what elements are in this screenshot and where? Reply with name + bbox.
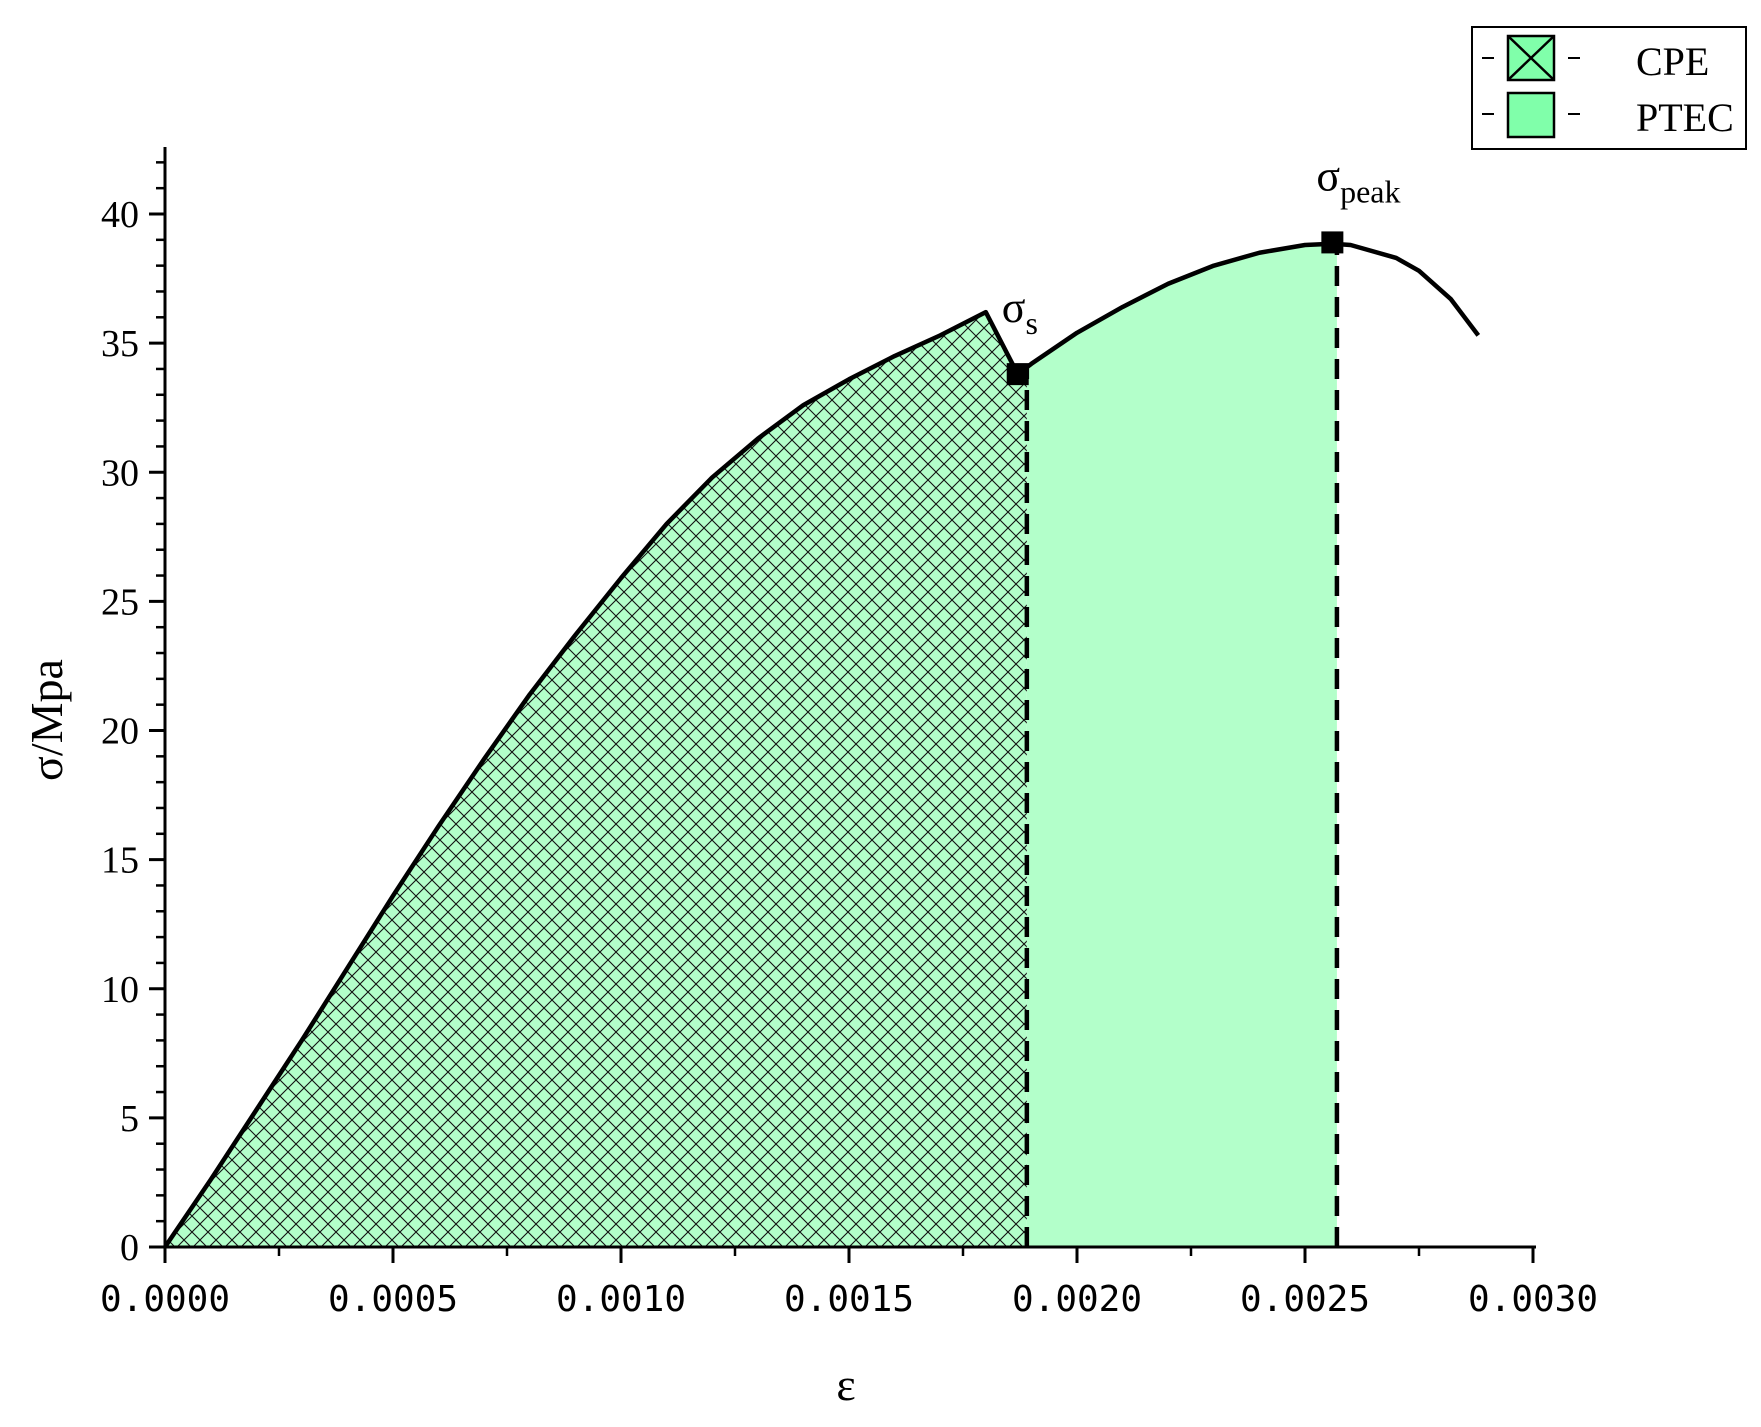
y-tick-label-6: 30 — [101, 452, 139, 494]
ptec-area — [1026, 243, 1337, 1248]
x-tick-label-2: 0.0010 — [556, 1279, 686, 1320]
cpe-area — [165, 312, 1027, 1247]
x-tick-label-0: 0.0000 — [100, 1279, 230, 1320]
legend-cpe-cross-icon — [1507, 35, 1555, 81]
legend-item-ptec: PTEC — [1482, 91, 1734, 140]
dashed-lines-layer — [1024, 244, 1340, 1247]
y-tick-label-7: 35 — [101, 323, 139, 365]
x-tick-label-3: 0.0015 — [784, 1279, 914, 1320]
x-tick-label-5: 0.0025 — [1240, 1279, 1370, 1320]
fill-layer — [165, 243, 1337, 1248]
y-axis-title: σ/Mpa — [21, 659, 72, 781]
legend: CPE PTEC — [1471, 26, 1747, 150]
x-axis-title: ε — [836, 1359, 855, 1410]
legend-label-cpe: CPE — [1636, 39, 1709, 84]
y-tick-label-8: 40 — [101, 194, 139, 236]
annotation-subscript-s: s — [1025, 305, 1037, 341]
annotation-peak: σpeak — [1316, 151, 1400, 209]
y-tick-label-5: 25 — [101, 581, 139, 623]
y-tick-label-4: 20 — [101, 711, 139, 753]
axes-layer: 0.0000 0.0005 0.0010 0.0015 0.0020 0.0025 0.00… — [100, 147, 1598, 1320]
legend-label-ptec: PTEC — [1636, 95, 1734, 140]
legend-item-cpe: CPE — [1482, 34, 1709, 84]
y-tick-label-2: 10 — [101, 969, 139, 1011]
marker-peak — [1321, 231, 1344, 254]
y-tick-label-0: 0 — [120, 1227, 139, 1269]
x-tick-label-1: 0.0005 — [328, 1279, 458, 1320]
x-tick-label-4: 0.0020 — [1012, 1279, 1142, 1320]
marker-s — [1006, 363, 1029, 386]
y-tick-label-1: 5 — [120, 1098, 139, 1140]
annotation-subscript-peak: peak — [1340, 173, 1400, 209]
annotation-s: σs — [1002, 283, 1038, 341]
x-tick-label-6: 0.0030 — [1468, 1279, 1598, 1320]
y-tick-label-3: 15 — [101, 840, 139, 882]
legend-ptec-swatch — [1506, 91, 1556, 139]
